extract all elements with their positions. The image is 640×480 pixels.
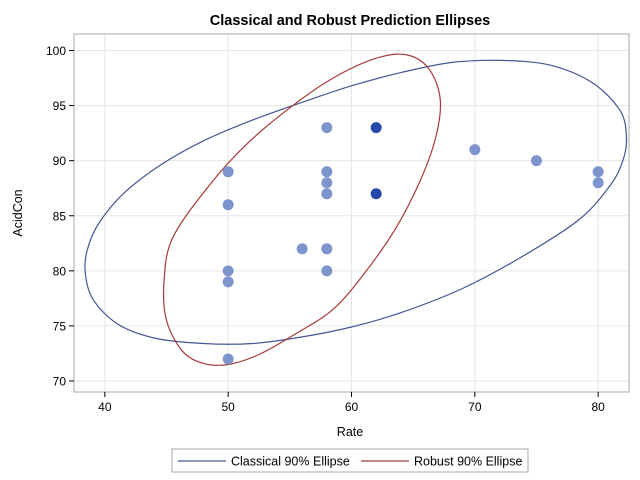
data-point <box>321 166 333 178</box>
data-point <box>592 166 604 178</box>
axis-ticks: 40 50 60 70 80 70 75 80 85 90 95 100 <box>46 44 605 414</box>
x-tick-label: 70 <box>468 400 482 414</box>
legend-label-classical: Classical 90% Ellipse <box>231 455 350 469</box>
data-point <box>321 265 333 277</box>
data-point <box>222 353 234 365</box>
y-tick-label: 90 <box>53 154 67 168</box>
data-point <box>469 144 481 156</box>
series-line-classical <box>84 59 628 345</box>
y-axis-label: AcidCon <box>11 189 25 236</box>
data-point <box>321 177 333 189</box>
data-points <box>222 122 604 365</box>
ellipse-series <box>84 53 628 366</box>
data-point <box>321 243 333 255</box>
y-tick-label: 70 <box>53 374 67 388</box>
data-point <box>296 243 308 255</box>
x-tick-label: 50 <box>221 400 235 414</box>
data-point <box>321 188 333 200</box>
chart-title: Classical and Robust Prediction Ellipses <box>210 13 490 29</box>
series-line-robust <box>162 53 442 366</box>
y-tick-label: 85 <box>53 209 67 223</box>
data-point <box>531 155 542 167</box>
y-tick-label: 95 <box>53 99 67 113</box>
data-point <box>222 166 234 178</box>
x-tick-label: 60 <box>345 400 359 414</box>
legend-box <box>171 448 529 473</box>
legend-label-robust: Robust 90% Ellipse <box>414 455 522 469</box>
data-point <box>222 276 234 288</box>
x-tick-label: 80 <box>591 400 605 414</box>
y-tick-label: 75 <box>53 319 67 333</box>
y-tick-label: 80 <box>53 264 67 278</box>
data-point <box>321 122 333 134</box>
data-point <box>222 265 234 277</box>
data-point <box>370 188 382 200</box>
legend: Classical 90% Ellipse Robust 90% Ellipse <box>171 448 529 473</box>
data-point <box>222 199 234 211</box>
x-tick-label: 40 <box>98 400 112 414</box>
y-tick-label: 100 <box>46 44 66 58</box>
data-point <box>370 122 382 134</box>
data-point <box>592 177 604 189</box>
x-axis-label: Rate <box>337 425 363 439</box>
